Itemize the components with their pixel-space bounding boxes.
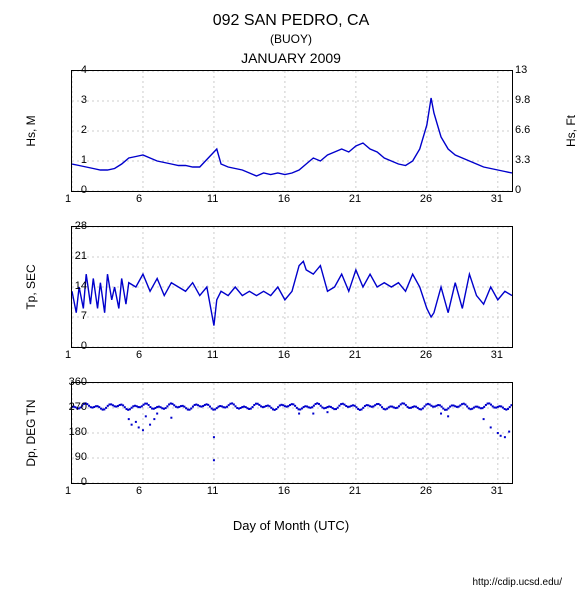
main-title: 092 SAN PEDRO, CA [0,12,582,30]
xtick-label: 6 [136,193,142,205]
ytick-label: 3 [81,94,87,106]
ylabel-right-hs: Hs, Ft [564,115,578,147]
ylabel-tp: Tp, SEC [24,264,38,309]
ytick-label: 2 [81,124,87,136]
panel-tp: Tp, SEC07142128161116212631 [71,226,531,348]
xlabel: Day of Month (UTC) [51,518,531,533]
xtick-label: 26 [420,485,432,497]
ytick-label: 90 [75,451,87,463]
subtitle: (BUOY) [0,32,582,46]
xtick-label: 26 [420,193,432,205]
xtick-label: 11 [207,349,218,361]
ytick-label: 360 [69,376,87,388]
ylabel-dp: Dp, DEG TN [24,399,38,466]
xtick-label: 6 [136,349,142,361]
chart-container: 092 SAN PEDRO, CA (BUOY) JANUARY 2009 Hs… [0,12,582,593]
xtick-label: 31 [491,485,503,497]
xtick-label: 6 [136,485,142,497]
ytick-right-label: 9.8 [515,94,530,106]
month-title: JANUARY 2009 [0,50,582,66]
ytick-label: 4 [81,64,87,76]
ytick-label: 14 [75,280,87,292]
xtick-label: 31 [491,193,503,205]
plot-area: Hs, M01234Hs, Ft03.36.69.813161116212631… [51,70,531,533]
ytick-label: 28 [75,220,87,232]
ytick-label: 21 [75,250,87,262]
xtick-label: 21 [349,349,361,361]
ytick-right-label: 0 [515,184,521,196]
ytick-label: 270 [69,401,87,413]
xtick-label: 16 [278,485,290,497]
ytick-label: 0 [81,340,87,352]
xtick-label: 1 [65,485,71,497]
ylabel-hs: Hs, M [24,115,38,146]
ytick-right-label: 3.3 [515,154,530,166]
xtick-label: 1 [65,349,71,361]
footer-url: http://cdip.ucsd.edu/ [472,577,562,588]
xtick-label: 16 [278,349,290,361]
xtick-label: 16 [278,193,290,205]
xtick-label: 21 [349,193,361,205]
panel-hs: Hs, M01234Hs, Ft03.36.69.813161116212631 [71,70,531,192]
ytick-right-label: 13 [515,64,527,76]
ytick-right-label: 6.6 [515,124,530,136]
xtick-label: 1 [65,193,71,205]
xtick-label: 26 [420,349,432,361]
xtick-label: 21 [349,485,361,497]
xtick-label: 31 [491,349,503,361]
xtick-label: 11 [207,485,218,497]
ytick-label: 180 [69,426,87,438]
panel-dp: Dp, DEG TN090180270360161116212631 [71,382,531,484]
ytick-label: 0 [81,184,87,196]
xtick-label: 11 [207,193,218,205]
ytick-label: 1 [81,154,87,166]
ytick-label: 0 [81,476,87,488]
ytick-label: 7 [81,310,87,322]
